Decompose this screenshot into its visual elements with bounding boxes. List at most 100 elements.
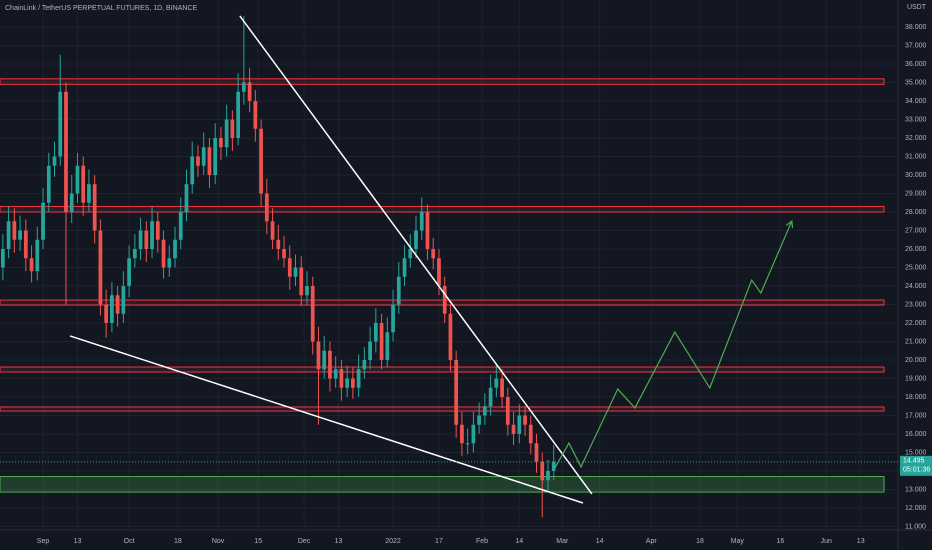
candle-body <box>431 248 436 259</box>
y-tick-label: 38.000 <box>905 24 927 31</box>
candle-body <box>178 212 183 240</box>
y-tick-label: 27.000 <box>905 227 927 234</box>
candle-body <box>6 221 11 249</box>
candle-body <box>259 128 263 194</box>
candle-body <box>213 138 218 176</box>
x-tick-label: Sep <box>37 538 50 545</box>
candle-body <box>58 91 63 157</box>
candle-body <box>155 221 160 240</box>
last-price-label: 14.495 <box>903 458 925 465</box>
candle-body <box>201 147 206 166</box>
y-tick-label: 34.000 <box>905 98 927 105</box>
candle-body <box>236 91 240 139</box>
candle-body <box>368 341 372 360</box>
x-tick-label: Apr <box>646 538 658 545</box>
candle-body <box>247 82 252 102</box>
candle-body <box>293 267 298 277</box>
candle-body <box>127 258 131 286</box>
candle-body <box>328 350 332 379</box>
candle-body <box>471 424 476 444</box>
candle-body <box>207 147 212 176</box>
candle-body <box>505 396 510 425</box>
resistance-level <box>0 78 885 85</box>
candle-body <box>356 369 361 388</box>
candle-body <box>488 387 493 407</box>
countdown: 05:01:36 <box>903 467 930 474</box>
candle-body <box>230 119 235 139</box>
candle-body <box>132 248 137 259</box>
candle-body <box>81 165 86 203</box>
x-tick-label: 14 <box>596 538 604 545</box>
candle-body <box>523 415 527 425</box>
candle-body <box>29 258 34 272</box>
candle-body <box>391 304 395 333</box>
candle-body <box>540 461 545 481</box>
y-tick-label: 17.000 <box>905 412 927 419</box>
x-tick-label: Mar <box>556 538 569 545</box>
x-tick-label: Feb <box>476 538 488 545</box>
candle-body <box>41 202 45 240</box>
chart-title: ChainLink / TetherUS PERPETUAL FUTURES, … <box>5 5 198 12</box>
candle-body <box>339 369 344 388</box>
candle-body <box>494 378 499 388</box>
candle-body <box>305 285 309 296</box>
currency[interactable]: USDT <box>907 4 927 11</box>
x-tick-label: 13 <box>74 538 82 545</box>
candle-body <box>115 295 120 314</box>
trendline <box>239 15 593 495</box>
candle-body <box>52 156 57 166</box>
x-tick-label: 17 <box>435 538 443 545</box>
y-tick-label: 12.000 <box>905 505 927 512</box>
projection-path <box>554 220 793 469</box>
y-tick-label: 22.000 <box>905 320 927 327</box>
candle-body <box>414 230 418 249</box>
candle-body <box>385 332 390 360</box>
candle-body <box>224 119 229 148</box>
candle-body <box>46 165 51 203</box>
candle-body <box>64 91 68 212</box>
candle-body <box>546 470 550 481</box>
candle-body <box>351 378 355 388</box>
candle-body <box>138 230 143 249</box>
resistance-level <box>0 205 885 213</box>
candle-body <box>425 212 430 249</box>
candle-body <box>173 239 177 259</box>
y-tick-label: 11.000 <box>905 523 926 530</box>
candle-body <box>167 258 172 268</box>
candle-body <box>87 184 91 203</box>
y-tick-label: 23.000 <box>905 301 927 308</box>
resistance-level <box>0 299 885 306</box>
y-tick-label: 30.000 <box>905 172 927 179</box>
candle-body <box>528 424 533 444</box>
x-tick-label: 13 <box>857 538 865 545</box>
candle-body <box>402 258 407 277</box>
candle-body <box>454 359 459 425</box>
candle-body <box>465 443 470 445</box>
candle-body <box>282 248 286 259</box>
x-tick-label: 14 <box>515 538 523 545</box>
candle-body <box>104 304 109 323</box>
candle-body <box>345 378 350 388</box>
x-tick-label: Oct <box>124 538 135 545</box>
candle-body <box>396 276 401 305</box>
candle-body <box>242 82 246 92</box>
candle-body <box>287 258 292 277</box>
y-tick-label: 29.000 <box>905 190 927 197</box>
y-tick-label: 36.000 <box>905 61 927 68</box>
candle-body <box>18 230 22 240</box>
x-tick-label: 18 <box>696 538 704 545</box>
candle-body <box>299 267 304 296</box>
candle-body <box>1 248 5 268</box>
candle-body <box>551 461 556 471</box>
candle-body <box>144 230 149 249</box>
candle-body <box>511 424 516 434</box>
candle-body <box>75 165 80 194</box>
candle-body <box>121 285 126 314</box>
y-tick-label: 25.000 <box>905 264 927 271</box>
y-tick-label: 26.000 <box>905 246 927 253</box>
last-price-box <box>900 455 932 476</box>
y-tick-label: 24.000 <box>905 283 927 290</box>
candle-body <box>460 424 464 444</box>
candle-body <box>12 221 17 240</box>
